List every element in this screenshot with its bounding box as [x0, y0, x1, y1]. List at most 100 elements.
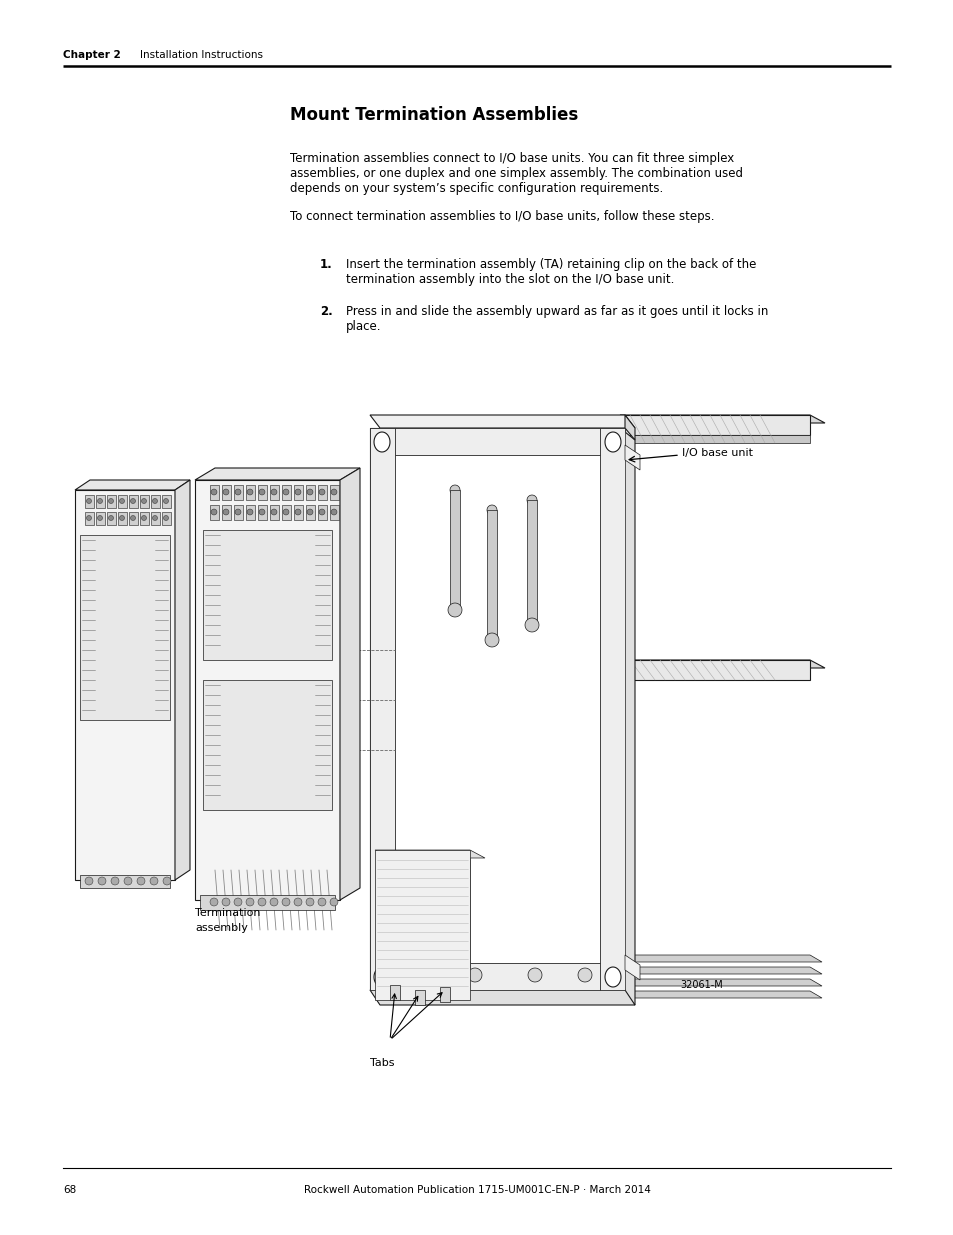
- Polygon shape: [317, 505, 327, 520]
- Polygon shape: [80, 876, 170, 888]
- Text: Termination: Termination: [194, 908, 260, 918]
- Polygon shape: [247, 489, 253, 495]
- Polygon shape: [96, 495, 105, 508]
- Polygon shape: [375, 850, 470, 1000]
- Text: 68: 68: [63, 1186, 76, 1195]
- Polygon shape: [131, 515, 135, 520]
- Polygon shape: [619, 415, 809, 435]
- Polygon shape: [131, 499, 135, 504]
- Polygon shape: [152, 515, 157, 520]
- Polygon shape: [246, 505, 254, 520]
- Polygon shape: [233, 505, 243, 520]
- Text: 32061-M: 32061-M: [679, 981, 722, 990]
- Polygon shape: [619, 659, 824, 668]
- Polygon shape: [97, 515, 102, 520]
- Polygon shape: [330, 505, 338, 520]
- Polygon shape: [210, 505, 219, 520]
- Polygon shape: [524, 618, 538, 632]
- Polygon shape: [257, 485, 267, 500]
- Polygon shape: [395, 850, 470, 968]
- Text: Tabs: Tabs: [370, 1058, 395, 1068]
- Polygon shape: [306, 505, 314, 520]
- Polygon shape: [619, 435, 809, 443]
- Polygon shape: [141, 515, 147, 520]
- Polygon shape: [129, 495, 138, 508]
- Polygon shape: [163, 877, 171, 885]
- Polygon shape: [450, 485, 459, 495]
- Polygon shape: [619, 415, 824, 424]
- Polygon shape: [306, 898, 314, 906]
- Polygon shape: [294, 898, 302, 906]
- Text: Insert the termination assembly (TA) retaining clip on the back of the: Insert the termination assembly (TA) ret…: [346, 258, 756, 270]
- Polygon shape: [486, 505, 497, 515]
- Polygon shape: [448, 603, 461, 618]
- Polygon shape: [619, 979, 821, 986]
- Polygon shape: [85, 877, 92, 885]
- Polygon shape: [257, 898, 266, 906]
- Polygon shape: [370, 415, 635, 429]
- Polygon shape: [330, 485, 338, 500]
- Polygon shape: [203, 680, 332, 810]
- Polygon shape: [395, 963, 599, 990]
- Polygon shape: [234, 489, 241, 495]
- Polygon shape: [270, 898, 277, 906]
- Polygon shape: [210, 898, 218, 906]
- Polygon shape: [270, 485, 278, 500]
- Polygon shape: [257, 505, 267, 520]
- Polygon shape: [85, 495, 94, 508]
- Polygon shape: [234, 509, 241, 515]
- Polygon shape: [374, 432, 390, 452]
- Polygon shape: [119, 515, 125, 520]
- Polygon shape: [526, 500, 537, 625]
- Polygon shape: [150, 877, 158, 885]
- Polygon shape: [270, 505, 278, 520]
- Text: depends on your system’s specific configuration requirements.: depends on your system’s specific config…: [290, 182, 662, 195]
- Polygon shape: [111, 877, 119, 885]
- Polygon shape: [375, 850, 484, 858]
- Text: I/O base unit: I/O base unit: [681, 448, 752, 458]
- Polygon shape: [307, 509, 313, 515]
- Polygon shape: [107, 513, 116, 525]
- Polygon shape: [246, 485, 254, 500]
- Polygon shape: [317, 485, 327, 500]
- Polygon shape: [98, 877, 106, 885]
- Text: 1.: 1.: [319, 258, 333, 270]
- Polygon shape: [370, 990, 635, 1005]
- Polygon shape: [370, 429, 395, 990]
- Polygon shape: [408, 968, 421, 982]
- Polygon shape: [307, 489, 313, 495]
- Polygon shape: [222, 505, 231, 520]
- Polygon shape: [486, 510, 497, 640]
- Polygon shape: [294, 489, 301, 495]
- Polygon shape: [211, 489, 216, 495]
- Text: termination assembly into the slot on the I/O base unit.: termination assembly into the slot on th…: [346, 273, 674, 287]
- Polygon shape: [96, 513, 105, 525]
- Polygon shape: [194, 468, 359, 480]
- Polygon shape: [85, 513, 94, 525]
- Polygon shape: [223, 489, 229, 495]
- Polygon shape: [151, 513, 160, 525]
- Polygon shape: [283, 509, 289, 515]
- Polygon shape: [151, 495, 160, 508]
- Polygon shape: [282, 505, 291, 520]
- Polygon shape: [222, 898, 230, 906]
- Text: Press in and slide the assembly upward as far as it goes until it locks in: Press in and slide the assembly upward a…: [346, 305, 767, 317]
- Polygon shape: [222, 485, 231, 500]
- Polygon shape: [604, 432, 620, 452]
- Text: place.: place.: [346, 320, 381, 333]
- Text: 2.: 2.: [319, 305, 333, 317]
- Polygon shape: [468, 968, 481, 982]
- Polygon shape: [137, 877, 145, 885]
- Polygon shape: [331, 509, 336, 515]
- Polygon shape: [439, 987, 450, 1002]
- Polygon shape: [141, 499, 147, 504]
- Polygon shape: [619, 967, 821, 974]
- Polygon shape: [124, 877, 132, 885]
- Polygon shape: [619, 429, 635, 1005]
- Polygon shape: [339, 468, 359, 900]
- Polygon shape: [271, 489, 276, 495]
- Polygon shape: [619, 659, 809, 680]
- Polygon shape: [624, 445, 639, 471]
- Polygon shape: [107, 495, 116, 508]
- Text: To connect termination assemblies to I/O base units, follow these steps.: To connect termination assemblies to I/O…: [290, 210, 714, 224]
